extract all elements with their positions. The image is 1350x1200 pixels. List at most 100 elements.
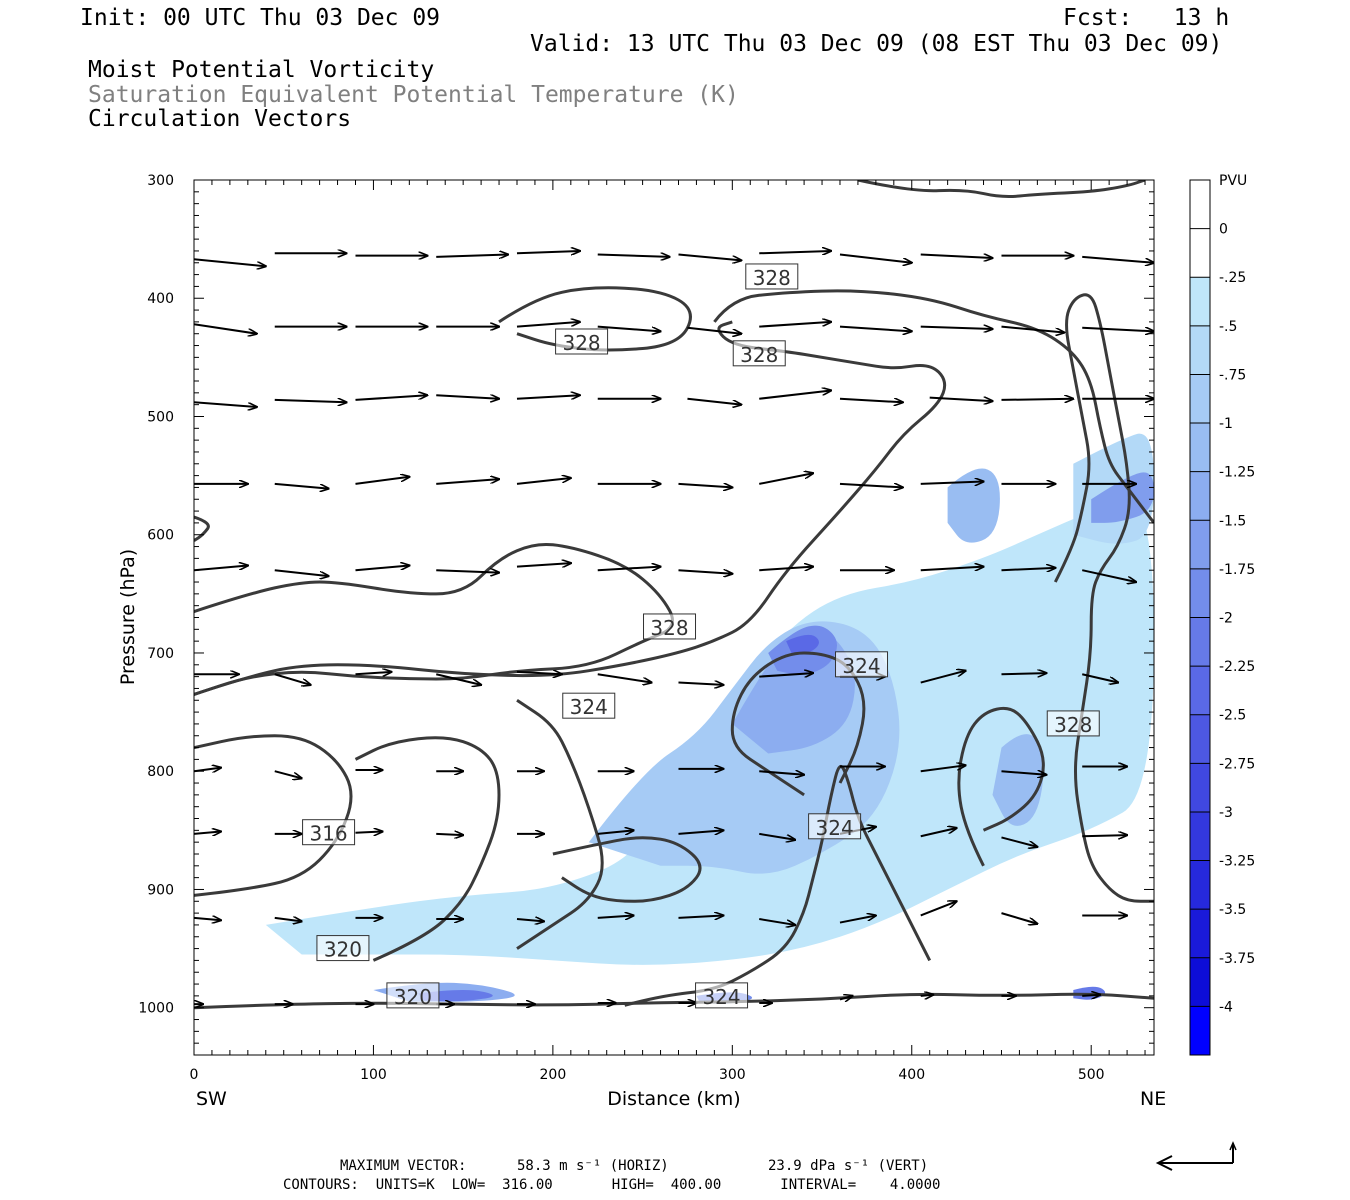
theta-contour-line	[857, 180, 1146, 198]
max-vector-label: MAXIMUM VECTOR:	[340, 1158, 467, 1174]
circulation-vector	[920, 253, 993, 258]
x-end-label-sw: SW	[196, 1088, 227, 1110]
y-tick-label: 600	[147, 528, 174, 544]
circulation-vector	[759, 771, 804, 775]
circulation-vector	[920, 901, 957, 917]
colorbar-label: -.25	[1219, 270, 1246, 286]
circulation-vector	[759, 567, 813, 571]
circulation-vector	[920, 765, 966, 773]
theta-contour-line	[516, 699, 604, 950]
contour-label: 324	[842, 654, 880, 678]
theta-contour-line	[194, 542, 674, 696]
pv-shading	[194, 413, 1154, 1004]
circulation-vector	[274, 673, 311, 685]
colorbar-swatch	[1190, 714, 1210, 764]
circulation-vector	[678, 484, 732, 488]
circulation-vector	[597, 254, 670, 256]
circulation-vector	[355, 672, 391, 674]
x-tick-label: 100	[360, 1067, 387, 1083]
circulation-vector	[678, 683, 723, 685]
colorbar-swatch	[1190, 1006, 1210, 1056]
circulation-vector	[597, 830, 634, 834]
circulation-vector	[678, 570, 732, 574]
circulation-vector	[929, 396, 993, 402]
circulation-vector	[839, 996, 853, 1000]
colorbar-label: -3	[1219, 805, 1233, 821]
init-time: Init: 00 UTC Thu 03 Dec 09	[80, 5, 441, 31]
contour-label-box	[1046, 710, 1100, 737]
contour-label-box	[302, 819, 356, 846]
contour-labels: 328 328 328 328 324 328 324 324 316 320 320 324	[302, 263, 1100, 1009]
circulation-vector	[678, 830, 723, 834]
circulation-vector	[436, 570, 499, 572]
contour-label: 328	[1054, 713, 1092, 737]
colorbar-label: -1.5	[1219, 513, 1246, 529]
contour-label-box	[316, 935, 370, 962]
colorbar-label: -1.25	[1219, 465, 1255, 481]
circulation-vector	[516, 672, 562, 674]
field-title-pv: Moist Potential Vorticity	[88, 57, 435, 83]
circulation-vector	[920, 482, 984, 484]
contour-label-box	[732, 340, 786, 367]
contour-label-box	[562, 692, 616, 719]
y-tick-label: 400	[147, 291, 174, 307]
circulation-vector	[920, 327, 993, 329]
colorbar-swatch	[1190, 860, 1210, 910]
colorbar-label: -.75	[1219, 367, 1246, 383]
pv-region	[992, 734, 1044, 826]
theta-contour-line	[194, 734, 353, 897]
x-tick-label: 500	[1078, 1067, 1105, 1083]
circulation-vector	[759, 918, 795, 925]
colorbar-label: -.5	[1219, 319, 1237, 335]
y-tick-label: 500	[147, 409, 174, 425]
y-tick-label: 300	[147, 173, 174, 189]
circulation-vector	[274, 482, 329, 489]
circulation-vector	[194, 323, 257, 333]
circulation-vector	[516, 322, 580, 328]
circulation-vector	[194, 401, 257, 407]
y-axis-label: Pressure (hPa)	[117, 549, 139, 685]
circulation-vector	[687, 397, 741, 405]
circulation-vector	[194, 768, 221, 772]
contour-label-box	[835, 651, 889, 678]
x-tick-labels: 0 100 200 300 400 500	[190, 1067, 1105, 1083]
colorbar-label: -1	[1219, 416, 1233, 432]
circulation-vector	[687, 326, 741, 334]
y-tick-label: 1000	[138, 1001, 174, 1017]
circulation-vector	[1001, 399, 1073, 400]
circulation-vector	[839, 253, 912, 262]
theta-contour-line	[730, 651, 866, 797]
theta-contour-line	[713, 289, 1154, 524]
x-tick-label: 200	[540, 1067, 567, 1083]
contour-label-box	[808, 813, 862, 840]
contour-label: 316	[309, 822, 347, 846]
contour-label: 328	[740, 343, 778, 367]
circulation-vector	[194, 918, 221, 920]
circulation-vector	[194, 832, 221, 834]
circulation-vector	[759, 251, 831, 253]
contour-label-box	[695, 982, 749, 1009]
y-tick-label: 900	[147, 882, 174, 898]
y-tick-labels: 300 400 500 600 700 800 900 1000	[138, 173, 174, 1017]
pv-region	[947, 468, 1000, 543]
pv-region	[786, 634, 819, 653]
circulation-vector	[759, 322, 831, 328]
x-end-label-ne: NE	[1140, 1088, 1166, 1110]
circulation-vector	[274, 569, 329, 576]
circulation-vector	[920, 671, 966, 684]
circulation-vector	[759, 832, 795, 840]
circulation-vector	[355, 565, 409, 572]
theta-contour-line	[194, 320, 947, 696]
colorbar-swatch	[1190, 957, 1210, 1007]
circulation-vector	[274, 918, 302, 922]
theta-contour-line	[1053, 293, 1154, 903]
circulation-vector	[274, 770, 302, 778]
pv-region	[1091, 472, 1154, 523]
circulation-vector	[1001, 912, 1037, 924]
circulation-vector	[1001, 673, 1046, 674]
contour-label: 324	[702, 985, 740, 1009]
colorbar-label: -2.5	[1219, 708, 1246, 724]
colorbar-swatch	[1190, 763, 1210, 813]
contour-label-box	[555, 328, 609, 355]
colorbar-swatch	[1190, 520, 1210, 570]
